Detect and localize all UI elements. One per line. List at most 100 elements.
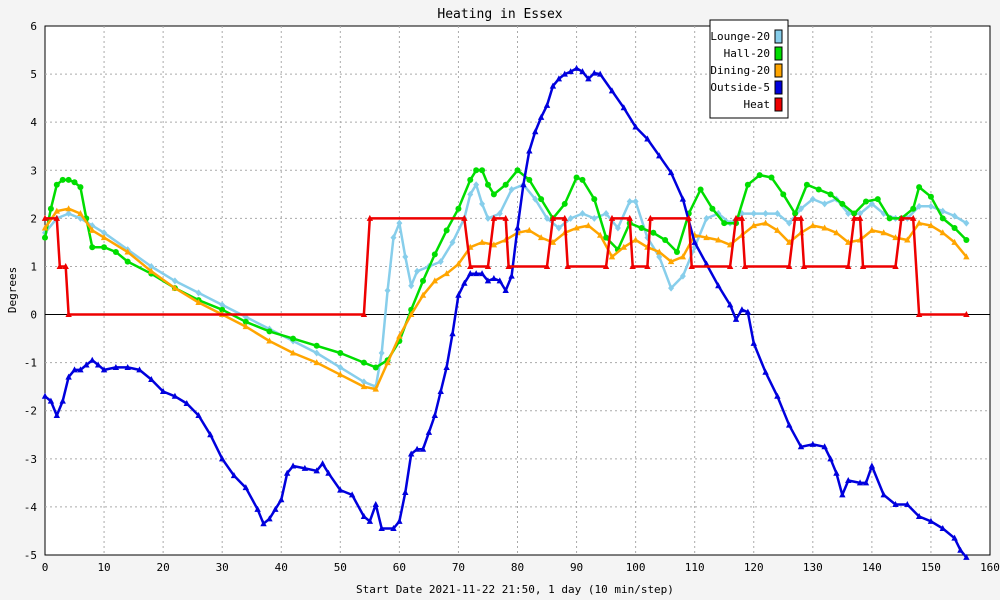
data-point	[544, 214, 551, 222]
data-point	[591, 196, 598, 203]
data-point	[667, 169, 675, 176]
data-point	[715, 282, 722, 289]
data-point	[496, 277, 503, 284]
data-point	[42, 234, 48, 241]
data-point	[496, 210, 503, 218]
data-point	[579, 210, 586, 218]
data-point	[688, 262, 695, 269]
data-point	[632, 123, 639, 130]
data-point	[780, 191, 787, 198]
x-tick-label: 160	[980, 561, 1000, 574]
data-point	[951, 534, 958, 541]
data-point	[626, 214, 633, 221]
data-point	[490, 191, 497, 198]
data-point	[266, 337, 273, 344]
data-point	[797, 214, 805, 221]
series-outside-5	[41, 64, 970, 560]
data-point	[797, 443, 805, 450]
data-point	[514, 167, 521, 174]
y-tick-labels: -5 -4 -3 -2 -1 0 1 2 3 4 5 6	[24, 20, 38, 562]
data-point	[112, 363, 120, 370]
data-point	[272, 505, 279, 512]
data-point	[443, 270, 450, 277]
data-point	[101, 229, 108, 237]
data-point	[65, 311, 72, 318]
data-point	[898, 214, 905, 221]
data-point	[526, 147, 533, 154]
data-point	[667, 258, 675, 265]
data-point	[65, 205, 72, 212]
legend-swatch	[774, 46, 783, 61]
data-point	[419, 291, 427, 298]
x-tick-label: 60	[393, 561, 406, 574]
data-point	[473, 167, 480, 174]
chart-title: Heating in Essex	[437, 7, 562, 22]
data-point	[910, 205, 917, 212]
data-point	[384, 287, 391, 294]
data-point	[337, 350, 344, 357]
data-point	[502, 181, 509, 188]
data-point	[915, 513, 923, 520]
x-tick-label: 150	[921, 561, 941, 574]
x-tick-label: 100	[626, 561, 646, 574]
data-point	[313, 342, 320, 349]
data-point	[874, 196, 881, 203]
data-point	[620, 243, 628, 250]
series-lounge-20	[42, 181, 970, 391]
data-point	[916, 202, 923, 210]
data-point	[892, 234, 899, 241]
data-point	[744, 308, 752, 315]
data-point	[868, 200, 875, 208]
data-point	[402, 488, 409, 495]
data-point	[608, 214, 616, 221]
data-point	[278, 496, 285, 503]
data-point	[101, 244, 108, 251]
data-point	[419, 445, 427, 452]
data-point	[112, 249, 119, 256]
x-tick-label: 90	[570, 561, 583, 574]
data-point	[880, 491, 887, 498]
legend-label: Heat	[744, 98, 771, 111]
data-point	[679, 272, 686, 280]
x-tick-label: 120	[744, 561, 764, 574]
data-point	[195, 412, 202, 419]
x-tick-labels: 0 10 20 30 40 50 60 70 80 90 100 110 120 130 140 150 160	[42, 561, 1000, 574]
data-point	[89, 356, 96, 363]
data-point	[47, 205, 54, 212]
data-point	[573, 224, 580, 231]
data-point	[762, 210, 769, 218]
data-point	[319, 460, 326, 467]
data-point	[390, 525, 397, 532]
y-tick-label: 5	[30, 68, 37, 81]
data-point	[207, 431, 214, 438]
data-point	[839, 491, 846, 498]
data-point	[715, 236, 722, 243]
data-point	[762, 368, 769, 375]
data-point	[242, 318, 249, 325]
data-point	[396, 332, 403, 339]
data-point	[573, 174, 580, 181]
data-point	[857, 210, 864, 218]
data-point	[833, 229, 840, 236]
data-point	[827, 191, 834, 198]
data-point	[402, 253, 409, 261]
data-point	[579, 176, 586, 183]
data-point	[963, 553, 970, 560]
data-point	[916, 184, 923, 191]
legend-swatch	[774, 29, 783, 44]
data-point	[567, 68, 574, 75]
data-point	[750, 210, 757, 218]
data-point	[77, 184, 84, 191]
data-point	[792, 210, 799, 217]
data-point	[455, 291, 462, 298]
data-point	[963, 219, 970, 227]
data-point	[850, 214, 858, 221]
data-point	[290, 335, 297, 342]
data-point	[591, 214, 598, 222]
data-point	[697, 186, 704, 193]
data-point	[845, 262, 852, 269]
data-point	[738, 306, 746, 313]
data-point	[732, 315, 740, 322]
data-point	[431, 412, 439, 419]
x-tick-label: 30	[216, 561, 229, 574]
